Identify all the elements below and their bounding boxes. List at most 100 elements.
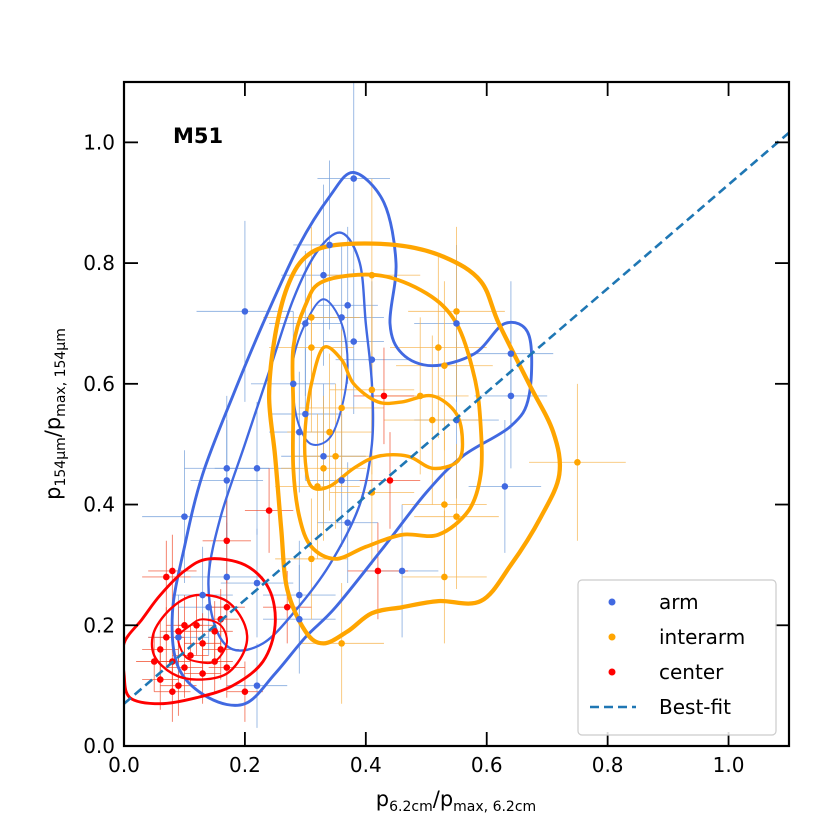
center-point [156,646,164,653]
arm-point [253,579,261,587]
center-point [265,507,273,514]
center-point [181,621,188,629]
arm-point [507,392,515,400]
center-point [175,628,182,635]
arm-point [289,380,297,388]
interarm-point [441,362,448,370]
interarm-point [368,271,376,279]
y-tick-label: 0.8 [83,251,115,275]
arm-point [175,634,182,641]
arm-point [350,338,358,345]
legend-item-bestfit: Best-fit [590,695,731,719]
arm-point [302,320,309,327]
legend-item-center: center [608,660,724,684]
center-contour-inner [177,618,228,665]
arm-point [181,513,188,520]
arm-point [344,302,351,309]
arm-point [350,175,358,182]
arm-point [296,615,303,623]
interarm-point [416,392,424,400]
legend-item-arm: arm [608,590,699,614]
center-point [223,603,231,611]
arm-point [320,452,327,460]
interarm-point [338,404,345,412]
legend-marker-center [608,668,616,676]
center-point [223,537,231,545]
arm-point [223,465,231,472]
y-tick-label: 0.0 [83,734,115,758]
interarm-point [320,465,327,472]
legend-marker-interarm [608,633,616,641]
x-tick-label: 1.0 [713,753,745,777]
arm-point [296,428,303,436]
interarm-contour-outer [266,241,563,646]
arm-point [344,519,351,526]
arm-point [501,483,509,490]
interarm-point [308,344,315,351]
legend: arm interarm center Best-fit [577,579,777,736]
legend-marker-arm [608,598,616,606]
interarm-point [326,428,333,436]
legend-label-bestfit: Best-fit [659,695,731,719]
center-point [169,688,176,695]
center-contour-outer [124,557,277,706]
center-point [187,652,194,659]
center-point [163,634,170,641]
arm-contour-inner [291,298,349,446]
arm-point [223,477,231,484]
arm-point [320,271,327,279]
center-point [217,646,225,653]
interarm-point [441,573,448,581]
y-tick-label: 0.6 [83,372,115,396]
x-tick-label: 0.8 [592,753,624,777]
center-point [380,392,388,400]
y-tick-label: 1.0 [83,130,115,154]
interarm-point [338,640,345,647]
arm-point [338,477,345,484]
interarm-point [368,386,376,394]
center-point [175,682,182,689]
center-point [181,664,188,671]
x-tick-label: 0.2 [229,753,261,777]
center-point [283,603,291,611]
arm-point [223,573,231,581]
x-axis-label: p6.2cm/pmax, 6.2cm [376,787,536,815]
legend-label-interarm: interarm [659,625,745,649]
arm-point [507,350,515,357]
arm-point [326,241,333,249]
arm-point [338,314,345,321]
center-point [193,621,200,629]
center-point [169,567,176,575]
arm-point [453,320,460,327]
y-axis-label: p154μm/pmax, 154μm [41,328,69,500]
legend-label-arm: arm [659,590,699,614]
arm-point [241,308,249,315]
interarm-point [574,458,581,466]
interarm-point [308,314,315,321]
interarm-point [453,513,460,520]
interarm-contour-inner [302,345,465,491]
arm-point [199,591,206,599]
center-point [199,640,206,647]
legend-label-center: center [659,660,724,684]
legend-box [577,579,777,736]
panel-label: M51 [173,124,223,148]
center-point [211,628,218,635]
x-tick-label: 0.4 [350,753,382,777]
center-point [374,567,382,575]
arm-point [253,682,261,689]
arm-point [302,410,309,418]
center-point [150,658,158,665]
y-tick-label: 0.2 [83,613,115,637]
y-tick-label: 0.4 [83,493,115,517]
center-point [156,676,164,683]
arm-contour-middle [207,231,375,652]
interarm-point [441,501,448,508]
arm-point [368,356,376,363]
x-tick-label: 0.0 [108,753,140,777]
arm-point [205,603,212,611]
interarm-point [332,452,339,460]
center-point [386,477,394,484]
legend-item-interarm: interarm [608,625,745,649]
